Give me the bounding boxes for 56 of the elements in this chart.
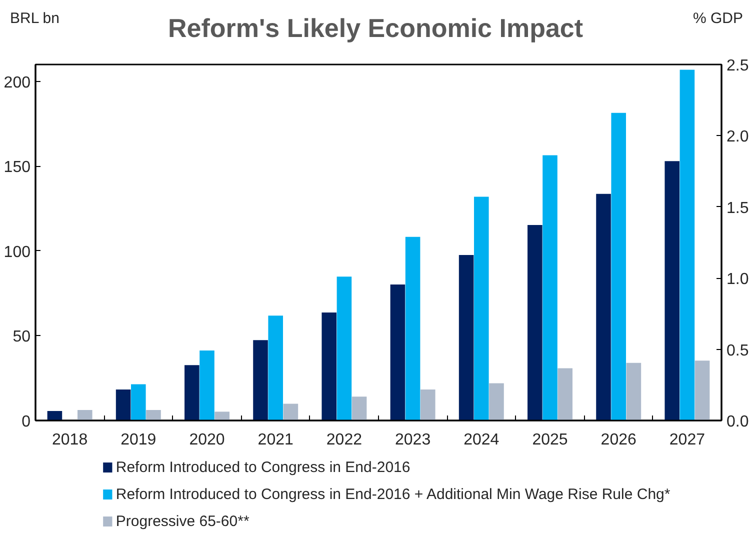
y-tick-label: 150 — [4, 159, 31, 176]
bar — [116, 389, 131, 420]
bar — [528, 225, 542, 420]
bar — [420, 389, 436, 420]
y-tick-label: 50 — [12, 328, 31, 346]
x-tick-label: 2021 — [258, 432, 294, 448]
legend-label: Progressive 65-60** — [116, 513, 250, 530]
bar — [268, 316, 283, 420]
bar — [474, 196, 489, 420]
y2-tick-label: 2.0 — [726, 128, 749, 146]
chart-title: Reform's Likely Economic Impact — [168, 13, 584, 43]
bar — [390, 284, 406, 420]
legend-label: Reform Introduced to Congress in End-2016 + Additional Min Wage Rise Rule Chg* — [116, 486, 670, 503]
bar — [184, 365, 200, 420]
bar — [253, 340, 268, 420]
x-tick-label: 2025 — [532, 432, 568, 448]
bar — [47, 411, 62, 420]
y-tick-label: 0 — [22, 414, 31, 430]
y-tick-label: 200 — [4, 74, 31, 92]
bar — [558, 368, 572, 420]
bar — [458, 255, 474, 420]
bar — [596, 194, 611, 420]
bar — [542, 155, 558, 420]
bar — [405, 236, 420, 420]
legend-label: Reform Introduced to Congress in End-2016 — [116, 459, 410, 476]
y-axis-title: BRL bn — [10, 9, 60, 29]
x-tick-label: 2023 — [395, 432, 431, 448]
bar — [322, 312, 337, 420]
x-tick-label: 2027 — [669, 432, 706, 448]
bar — [77, 410, 92, 420]
x-tick-label: 2022 — [326, 432, 362, 448]
x-tick-label: 2020 — [189, 432, 225, 448]
x-tick-label: 2024 — [464, 432, 500, 448]
bar — [336, 276, 352, 420]
y-tick-label: 100 — [4, 244, 31, 261]
bar — [626, 362, 642, 420]
y2-tick-label: 1.0 — [726, 271, 749, 288]
bar — [352, 396, 367, 420]
x-tick-label: 2018 — [52, 432, 88, 448]
bar — [611, 112, 626, 420]
bar — [200, 350, 214, 420]
x-tick-label: 2026 — [600, 432, 636, 448]
bar — [694, 360, 710, 420]
bar — [146, 410, 161, 420]
y2-tick-label: 0.5 — [726, 342, 749, 360]
bar — [283, 404, 298, 420]
bar — [664, 161, 680, 420]
y2-axis-title: % GDP — [692, 9, 743, 29]
bar — [214, 412, 230, 420]
bar — [131, 384, 146, 420]
bar — [680, 70, 695, 420]
y2-tick-label: 0.0 — [726, 414, 749, 430]
y2-tick-label: 2.5 — [726, 58, 749, 74]
bar — [489, 383, 504, 420]
y2-tick-label: 1.5 — [726, 200, 749, 217]
x-tick-label: 2019 — [120, 432, 156, 448]
